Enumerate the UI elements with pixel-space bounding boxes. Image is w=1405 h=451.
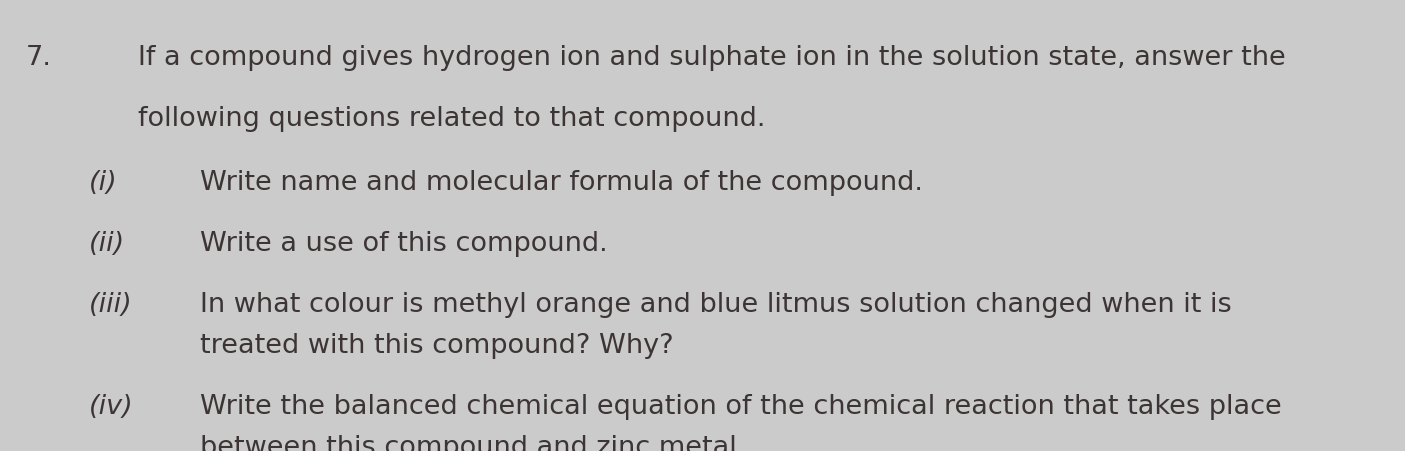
Text: (iv): (iv) [89, 393, 133, 419]
Text: between this compound and zinc metal.: between this compound and zinc metal. [200, 434, 745, 451]
Text: Write name and molecular formula of the compound.: Write name and molecular formula of the … [200, 170, 923, 196]
Text: (ii): (ii) [89, 231, 125, 257]
Text: following questions related to that compound.: following questions related to that comp… [138, 106, 766, 132]
Text: If a compound gives hydrogen ion and sulphate ion in the solution state, answer : If a compound gives hydrogen ion and sul… [138, 45, 1286, 71]
Text: Write a use of this compound.: Write a use of this compound. [200, 231, 607, 257]
Text: 7.: 7. [25, 45, 51, 71]
Text: (i): (i) [89, 170, 117, 196]
Text: Write the balanced chemical equation of the chemical reaction that takes place: Write the balanced chemical equation of … [200, 393, 1281, 419]
Text: (iii): (iii) [89, 292, 132, 318]
Text: In what colour is methyl orange and blue litmus solution changed when it is: In what colour is methyl orange and blue… [200, 292, 1231, 318]
Text: treated with this compound? Why?: treated with this compound? Why? [200, 332, 673, 358]
